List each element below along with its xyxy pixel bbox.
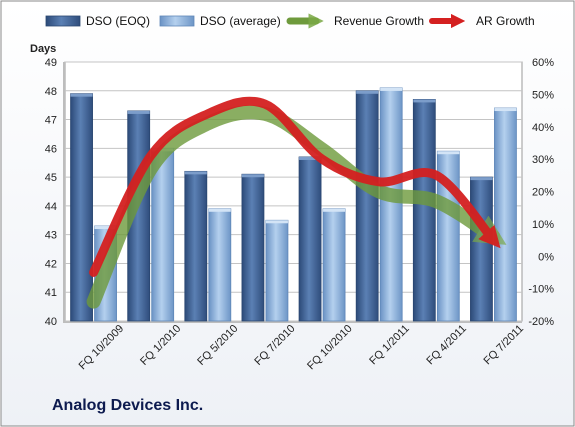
bar-dso-eoq-7 [470, 176, 493, 322]
y-tick-label: 47 [45, 115, 57, 127]
lines-layer [86, 96, 507, 309]
legend-label: AR Growth [476, 14, 535, 28]
bar-dso-eoq-0 [70, 93, 93, 322]
bar-dso-eoq-2 [184, 170, 208, 322]
y-tick-label: 43 [45, 230, 57, 242]
y-tick-label: 41 [45, 287, 57, 299]
legend-item-0: DSO (EOQ) [45, 14, 150, 28]
y-axis-label: Days [30, 43, 56, 55]
y2-tick-label: 40% [532, 122, 554, 134]
legend-swatch [45, 15, 81, 27]
bar-dso-eoq-6 [412, 99, 436, 322]
y-tick-label: 40 [45, 316, 57, 328]
legend-item-1: DSO (average) [159, 14, 281, 28]
ar-growth-line [89, 96, 501, 277]
bar-dso-eoq-5 [355, 90, 379, 322]
y-tick-label: 42 [45, 258, 57, 270]
y2-tick-label: 30% [532, 154, 554, 166]
bar-dso-average-7 [494, 107, 517, 322]
y2-tick-label: 50% [532, 89, 554, 101]
bar-dso-average-5 [379, 87, 403, 322]
legend-label: DSO (average) [200, 14, 281, 28]
legend-item-3: AR Growth [429, 13, 535, 29]
legend-swatch [159, 15, 195, 27]
bar-dso-average-2 [208, 208, 232, 322]
legend: DSO (EOQ) DSO (average) Revenue Growth AR G… [45, 13, 535, 29]
bar-dso-eoq-4 [298, 156, 322, 322]
plot-wall [63, 62, 65, 323]
y2-tick-label: -10% [528, 284, 554, 296]
legend-label: DSO (EOQ) [86, 14, 150, 28]
y-tick-label: 48 [45, 86, 57, 98]
legend-item-2: Revenue Growth [286, 13, 424, 29]
y-tick-label: 46 [45, 143, 57, 155]
y2-tick-label: 0% [538, 251, 554, 263]
plot-floor [63, 321, 522, 323]
y-tick-label: 44 [45, 201, 57, 213]
y2-tick-label: 60% [532, 57, 554, 69]
y2-tick-label: -20% [528, 316, 554, 328]
y2-tick-label: 10% [532, 219, 554, 231]
bar-dso-eoq-3 [241, 173, 265, 322]
y2-tick-label: 20% [532, 187, 554, 199]
company-name: Analog Devices Inc. [52, 397, 204, 414]
legend-label: Revenue Growth [334, 14, 424, 28]
y-tick-label: 45 [45, 172, 57, 184]
bar-dso-average-3 [265, 219, 289, 322]
y-tick-label: 49 [45, 57, 57, 69]
bar-dso-average-4 [322, 208, 346, 322]
